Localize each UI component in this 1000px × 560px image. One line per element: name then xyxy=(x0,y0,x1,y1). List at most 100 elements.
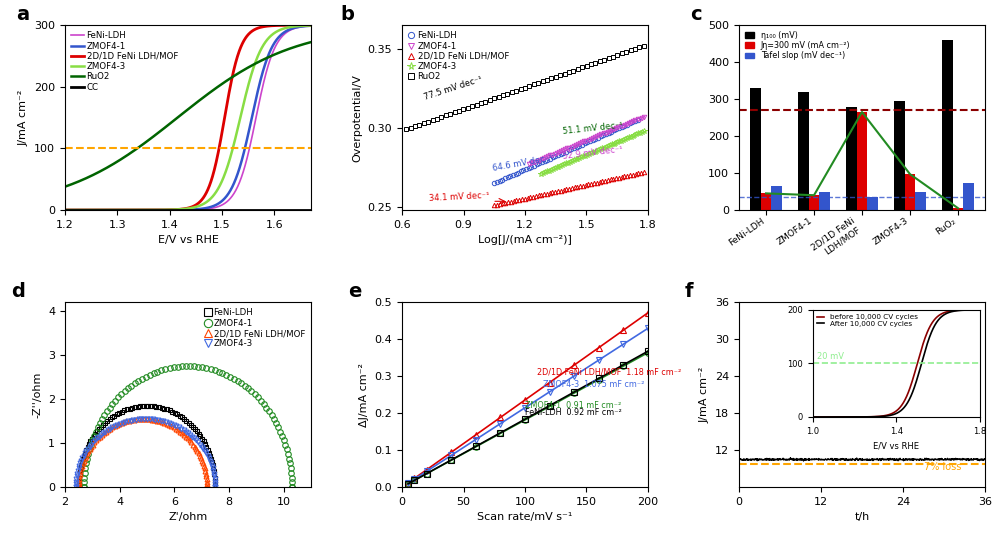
RuO2 xyxy=(611,52,623,58)
Text: a: a xyxy=(16,4,29,24)
FeNi-LDH xyxy=(523,165,535,171)
Text: d: d xyxy=(11,282,25,301)
ZMOF4-3 xyxy=(547,166,559,172)
ZMOF4-3 xyxy=(141,416,153,422)
Legend: FeNi-LDH, ZMOF4-1, 2D/1D FeNi LDH/MOF, ZMOF4-3: FeNi-LDH, ZMOF4-1, 2D/1D FeNi LDH/MOF, Z… xyxy=(202,307,307,350)
ZMOF4-3 xyxy=(74,207,86,213)
ZMOF4-1 xyxy=(536,156,548,162)
Text: 51.1 mV dec⁻¹: 51.1 mV dec⁻¹ xyxy=(562,121,623,136)
2D/1D FeNi LDH/MOF xyxy=(635,169,647,176)
CC xyxy=(59,207,71,213)
Text: 77.5 mV dec⁻¹: 77.5 mV dec⁻¹ xyxy=(423,74,483,101)
ZMOF4-3 xyxy=(106,424,118,431)
ZMOF4-1 xyxy=(305,22,317,29)
FeNi-LDH xyxy=(202,206,214,212)
Bar xyxy=(819,192,830,210)
Legend: FeNi-LDH, ZMOF4-1, 2D/1D FeNi LDH/MOF, ZMOF4-3, RuO2: FeNi-LDH, ZMOF4-1, 2D/1D FeNi LDH/MOF, Z… xyxy=(406,30,511,83)
Y-axis label: Overpotential/V: Overpotential/V xyxy=(352,74,362,161)
ZMOF4-1 xyxy=(246,115,258,122)
RuO2 xyxy=(246,62,258,69)
Bar xyxy=(894,101,905,210)
2D/1D FeNi LDH/MOF xyxy=(76,463,88,469)
ZMOF4-3 xyxy=(216,178,228,185)
FeNi-LDH xyxy=(504,173,516,180)
2D/1D FeNi LDH/MOF xyxy=(638,169,650,175)
FeNi-LDH xyxy=(116,408,128,415)
ZMOF4-3 xyxy=(202,198,214,204)
CC xyxy=(202,207,214,213)
Bar xyxy=(963,183,974,210)
ZMOF4-3 xyxy=(70,484,82,491)
Bar xyxy=(809,195,819,210)
FeNi-LDH xyxy=(74,207,86,213)
CC xyxy=(246,207,258,213)
Line: RuO2: RuO2 xyxy=(65,42,311,186)
Legend: FeNi-LDH, ZMOF4-1, 2D/1D FeNi LDH/MOF, ZMOF4-3, RuO2, CC: FeNi-LDH, ZMOF4-1, 2D/1D FeNi LDH/MOF, Z… xyxy=(69,30,180,94)
Bar xyxy=(798,92,809,210)
RuO2 xyxy=(638,43,650,49)
Text: FeNi-LDH  0.92 mF cm⁻²: FeNi-LDH 0.92 mF cm⁻² xyxy=(525,408,622,417)
ZMOF4-3 xyxy=(627,132,639,139)
FeNi-LDH xyxy=(629,118,641,124)
ZMOF4-1 xyxy=(216,198,228,204)
Line: ZMOF4-1: ZMOF4-1 xyxy=(527,115,646,166)
RuO2 xyxy=(444,110,456,117)
Bar xyxy=(857,112,867,210)
FeNi-LDH xyxy=(76,459,88,465)
RuO2 xyxy=(488,95,500,102)
RuO2 xyxy=(208,86,220,92)
Bar xyxy=(750,88,761,210)
ZMOF4-3 xyxy=(636,128,648,135)
Text: 7% loss: 7% loss xyxy=(924,461,961,472)
X-axis label: Log[J/(mA cm⁻²)]: Log[J/(mA cm⁻²)] xyxy=(478,235,572,245)
ZMOF4-1 xyxy=(184,363,196,370)
ZMOF4-3 xyxy=(535,170,547,177)
FeNi-LDH xyxy=(488,180,500,186)
Line: RuO2: RuO2 xyxy=(404,44,646,132)
Y-axis label: J/mA cm⁻²: J/mA cm⁻² xyxy=(699,367,709,423)
ZMOF4-1 xyxy=(638,114,650,120)
ZMOF4-3 xyxy=(554,162,566,169)
RuO2 xyxy=(271,50,283,57)
2D/1D FeNi LDH/MOF xyxy=(271,22,283,29)
Bar xyxy=(942,40,953,210)
ZMOF4-3 xyxy=(271,28,283,35)
RuO2 xyxy=(216,81,228,87)
Text: 52.9 mV dec⁻¹: 52.9 mV dec⁻¹ xyxy=(562,145,623,161)
Bar xyxy=(771,186,782,210)
ZMOF4-3 xyxy=(638,128,650,134)
2D/1D FeNi LDH/MOF xyxy=(113,421,125,427)
RuO2 xyxy=(427,117,439,124)
RuO2 xyxy=(400,126,412,133)
Y-axis label: -Z''/ohm: -Z''/ohm xyxy=(33,372,43,418)
FeNi-LDH xyxy=(153,404,165,410)
2D/1D FeNi LDH/MOF xyxy=(106,424,118,431)
CC xyxy=(208,207,220,213)
ZMOF4-3 xyxy=(152,417,164,423)
2D/1D FeNi LDH/MOF xyxy=(516,196,528,203)
ZMOF4-1 xyxy=(625,119,637,125)
ZMOF4-3 xyxy=(208,191,220,198)
Bar xyxy=(761,193,771,210)
ZMOF4-1 xyxy=(523,161,535,167)
Line: FeNi-LDH: FeNi-LDH xyxy=(65,26,311,210)
X-axis label: t/h: t/h xyxy=(854,512,870,522)
Text: c: c xyxy=(690,4,701,24)
Text: ZMOF4-3  1.075 mF cm⁻²: ZMOF4-3 1.075 mF cm⁻² xyxy=(543,380,645,389)
RuO2 xyxy=(59,183,71,190)
2D/1D FeNi LDH/MOF xyxy=(74,207,86,213)
ZMOF4-1 xyxy=(59,207,71,213)
2D/1D FeNi LDH/MOF xyxy=(544,190,556,197)
2D/1D FeNi LDH/MOF xyxy=(246,28,258,35)
2D/1D FeNi LDH/MOF xyxy=(138,416,150,422)
Bar xyxy=(915,192,926,210)
FeNi-LDH xyxy=(541,156,553,163)
2D/1D FeNi LDH/MOF xyxy=(201,484,213,491)
FeNi-LDH xyxy=(101,417,113,424)
ZMOF4-3 xyxy=(117,419,129,426)
ZMOF4-1 xyxy=(286,484,298,491)
Line: ZMOF4-3: ZMOF4-3 xyxy=(539,128,647,176)
CC xyxy=(271,207,283,213)
2D/1D FeNi LDH/MOF xyxy=(305,22,317,29)
Text: b: b xyxy=(341,4,354,24)
